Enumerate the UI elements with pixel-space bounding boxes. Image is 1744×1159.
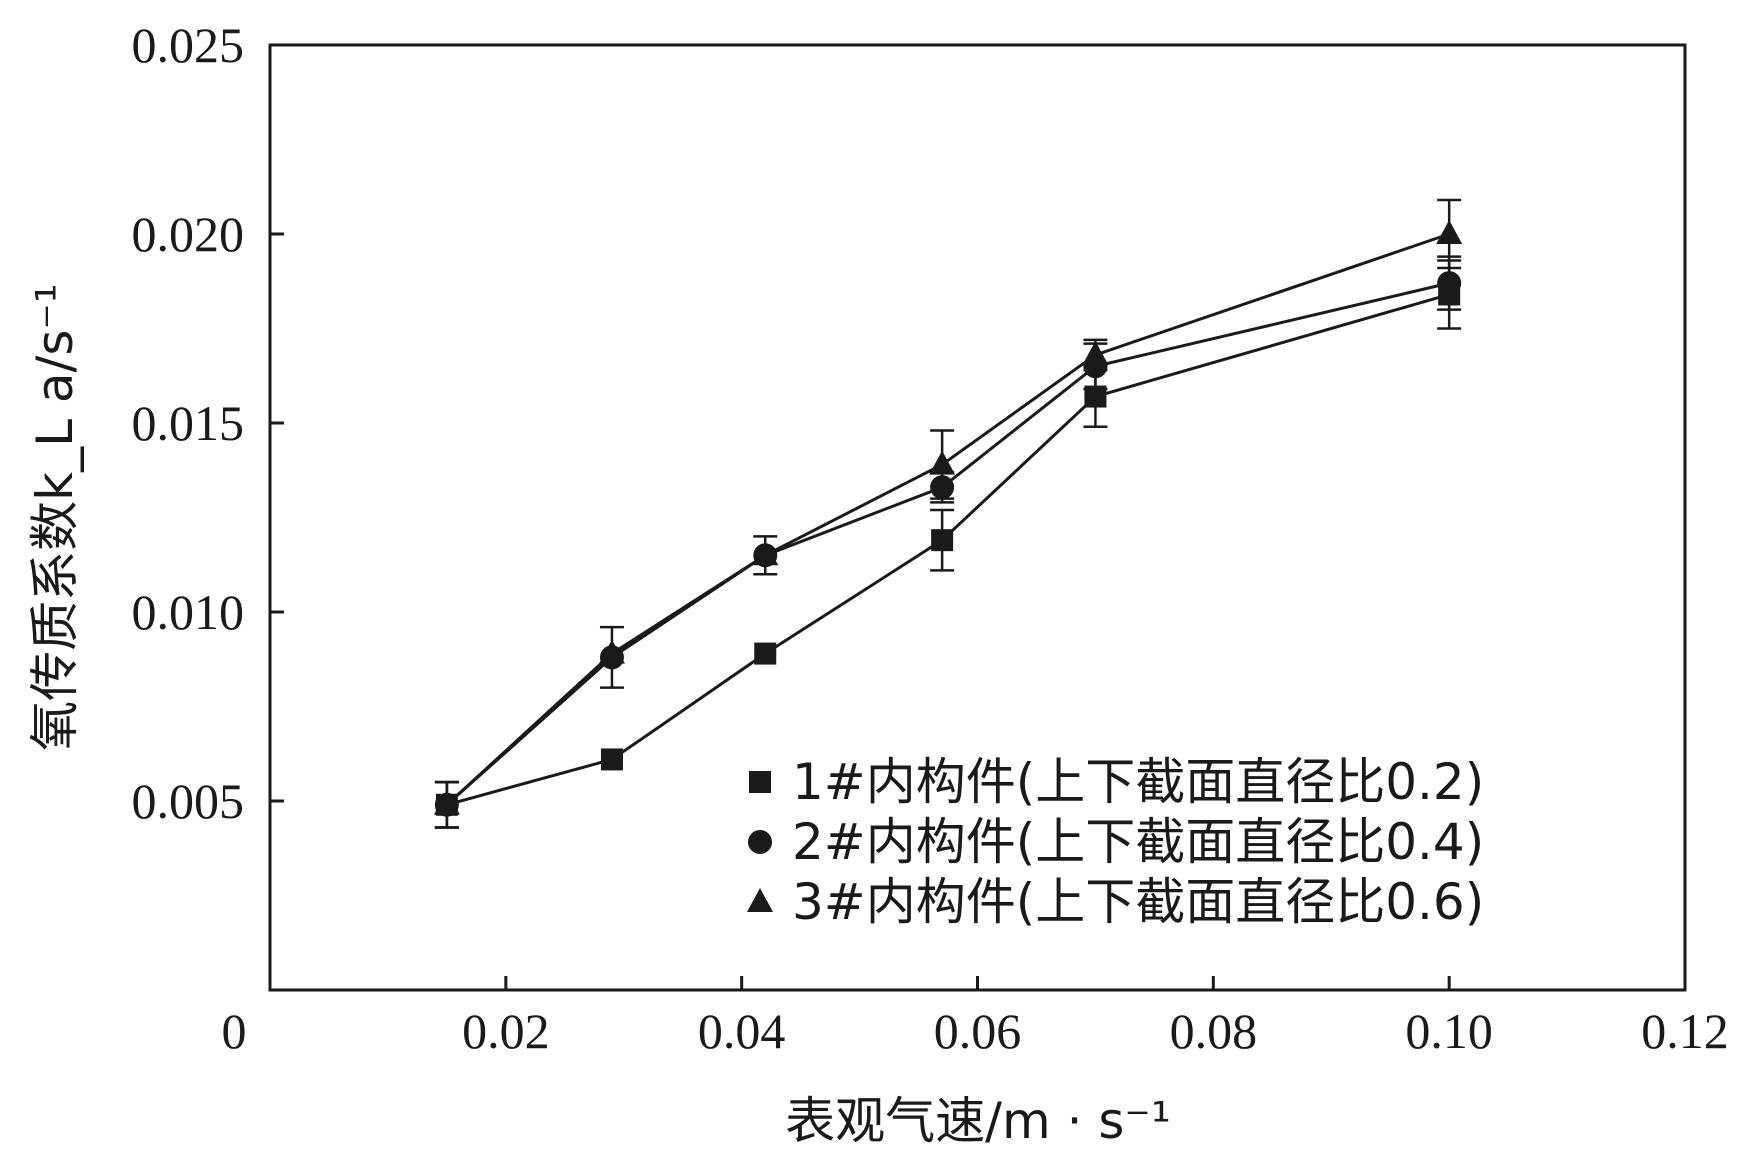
x-tick-label: 0 xyxy=(222,1003,247,1059)
x-axis-ticks: 0 0.02 0.04 0.06 0.08 0.10 0.12 xyxy=(222,976,1729,1059)
data-point xyxy=(931,529,954,552)
legend-item-3: 3#内构件(上下截面直径比0.6) xyxy=(747,873,1484,931)
y-tick-label: 0.020 xyxy=(132,206,245,262)
legend-label: 2#内构件(上下截面直径比0.4) xyxy=(792,813,1484,871)
y-axis-title-text: 氧传质系数k_L a/s⁻¹ xyxy=(26,283,84,751)
x-tick-label: 0.12 xyxy=(1641,1003,1729,1059)
legend-item-1: 1#内构件(上下截面直径比0.2) xyxy=(749,753,1484,811)
y-axis-title: 氧传质系数k_L a/s⁻¹ xyxy=(26,283,84,751)
y-tick-label: 0.010 xyxy=(132,584,245,640)
x-tick-label: 0.06 xyxy=(934,1003,1022,1059)
legend-marker xyxy=(747,888,773,912)
data-point xyxy=(929,450,956,475)
legend-label: 1#内构件(上下截面直径比0.2) xyxy=(792,753,1484,811)
data-point xyxy=(600,748,623,771)
y-axis-ticks: 0.005 0.010 0.015 0.020 0.025 xyxy=(132,17,284,829)
x-tick-label: 0.08 xyxy=(1170,1003,1258,1059)
x-tick-label: 0.04 xyxy=(698,1003,786,1059)
data-point xyxy=(1084,385,1107,408)
data-point xyxy=(433,790,460,815)
series-3 xyxy=(433,198,1463,829)
y-tick-label: 0.025 xyxy=(132,17,245,73)
legend-marker xyxy=(748,830,772,854)
data-point xyxy=(598,639,625,664)
y-tick-label: 0.015 xyxy=(132,395,245,451)
data-point xyxy=(1436,220,1463,244)
series-line xyxy=(445,281,1450,806)
legend-label: 3#内构件(上下截面直径比0.6) xyxy=(792,873,1484,931)
data-point xyxy=(752,541,779,566)
x-axis-title-text: 表观气速/m · s⁻¹ xyxy=(785,1092,1171,1150)
legend-item-2: 2#内构件(上下截面直径比0.4) xyxy=(748,813,1484,871)
series-1 xyxy=(434,259,1462,829)
series-line xyxy=(445,232,1450,806)
data-point xyxy=(754,642,777,665)
x-tick-label: 0.02 xyxy=(462,1003,550,1059)
data-point xyxy=(1437,271,1462,296)
series-line xyxy=(446,293,1450,807)
x-axis-title: 表观气速/m · s⁻¹ xyxy=(785,1092,1171,1150)
series-layer xyxy=(433,198,1463,829)
y-tick-label: 0.005 xyxy=(132,773,245,829)
data-point xyxy=(1082,340,1109,365)
x-tick-label: 0.10 xyxy=(1405,1003,1493,1059)
legend: 1#内构件(上下截面直径比0.2)2#内构件(上下截面直径比0.4)3#内构件(… xyxy=(747,753,1484,931)
legend-marker xyxy=(749,771,771,793)
